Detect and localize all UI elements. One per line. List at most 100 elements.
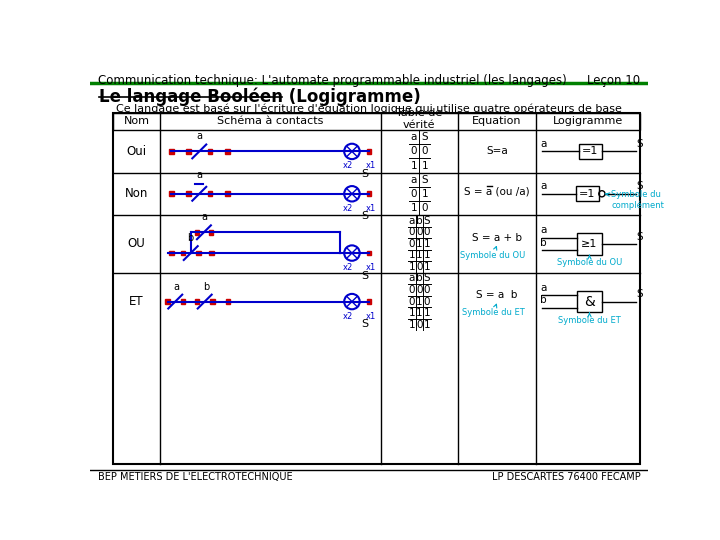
Text: 0: 0 xyxy=(421,203,428,213)
Text: 0: 0 xyxy=(424,227,431,237)
Text: 0: 0 xyxy=(416,285,423,295)
Text: S: S xyxy=(424,215,431,226)
Text: 1: 1 xyxy=(416,308,423,318)
Bar xyxy=(225,299,230,304)
Text: Ce langage est basé sur l'écriture d'équation logique qui utilise quatre opérate: Ce langage est basé sur l'écriture d'équ… xyxy=(116,103,622,114)
Text: Symbole du OU: Symbole du OU xyxy=(557,255,622,267)
Bar xyxy=(209,230,213,234)
Bar xyxy=(225,149,230,154)
Text: S: S xyxy=(421,174,428,185)
Bar xyxy=(186,149,191,154)
Bar xyxy=(194,230,199,234)
Text: Nom: Nom xyxy=(124,117,150,126)
Bar xyxy=(225,192,230,196)
Text: Symbole du ET: Symbole du ET xyxy=(558,313,621,325)
Text: Symbole du OU: Symbole du OU xyxy=(460,247,526,260)
Text: 0: 0 xyxy=(416,320,423,330)
Bar xyxy=(210,299,215,304)
Bar xyxy=(186,192,191,196)
Bar xyxy=(169,149,174,154)
Text: S: S xyxy=(424,273,431,284)
Text: =1: =1 xyxy=(582,146,598,157)
Text: a: a xyxy=(201,212,207,222)
Text: a: a xyxy=(540,225,546,235)
Text: S = a (ou /a): S = a (ou /a) xyxy=(464,186,530,197)
Text: 1: 1 xyxy=(421,189,428,199)
Text: a: a xyxy=(197,131,202,141)
Text: 0: 0 xyxy=(410,189,417,199)
Bar xyxy=(575,186,599,201)
Text: 1: 1 xyxy=(421,160,428,171)
Text: a: a xyxy=(411,174,417,185)
Text: b: b xyxy=(416,215,423,226)
Text: &: & xyxy=(584,295,595,308)
Text: S = a  b: S = a b xyxy=(476,291,518,300)
Text: S: S xyxy=(636,289,643,299)
Bar xyxy=(366,251,372,255)
Text: LP DESCARTES 76400 FECAMP: LP DESCARTES 76400 FECAMP xyxy=(492,472,640,482)
Text: S: S xyxy=(421,132,428,143)
Bar xyxy=(194,299,199,304)
Text: Table de
vérité: Table de vérité xyxy=(396,109,443,130)
Text: 0: 0 xyxy=(408,285,415,295)
Text: S: S xyxy=(361,212,368,221)
Text: Symbole du
complément: Symbole du complément xyxy=(606,190,664,210)
Text: Schéma à contacts: Schéma à contacts xyxy=(217,117,323,126)
Text: 1: 1 xyxy=(424,251,431,260)
Text: S=a: S=a xyxy=(486,146,508,157)
Bar xyxy=(196,251,201,255)
Bar xyxy=(208,149,212,154)
Text: a: a xyxy=(174,281,180,292)
Text: a: a xyxy=(411,132,417,143)
Text: b: b xyxy=(540,295,547,306)
Text: 1: 1 xyxy=(410,160,418,171)
Text: S: S xyxy=(361,271,368,281)
Text: 1: 1 xyxy=(424,239,431,249)
Text: b: b xyxy=(416,273,423,284)
Text: 1: 1 xyxy=(410,203,418,213)
Text: a: a xyxy=(540,283,546,293)
Text: S: S xyxy=(361,169,368,179)
Bar xyxy=(366,192,372,196)
Text: x1: x1 xyxy=(366,161,376,171)
Bar xyxy=(577,291,602,312)
Text: x1: x1 xyxy=(366,312,376,321)
Bar xyxy=(113,112,640,130)
Bar xyxy=(165,299,170,304)
Text: Logigramme: Logigramme xyxy=(553,117,623,126)
Text: a: a xyxy=(408,273,415,284)
Text: ≥1: ≥1 xyxy=(581,239,598,249)
Text: 1: 1 xyxy=(416,296,423,307)
Text: 1: 1 xyxy=(416,239,423,249)
Text: 0: 0 xyxy=(416,262,423,272)
Text: x2: x2 xyxy=(343,263,354,272)
Bar xyxy=(366,299,372,304)
Bar xyxy=(208,192,212,196)
Text: 1: 1 xyxy=(424,262,431,272)
Text: b: b xyxy=(540,238,547,248)
Text: a: a xyxy=(408,215,415,226)
Text: S: S xyxy=(361,319,368,329)
Text: OU: OU xyxy=(127,237,145,251)
Text: 1: 1 xyxy=(416,251,423,260)
Bar xyxy=(579,144,602,159)
Bar xyxy=(366,149,372,154)
Text: 1: 1 xyxy=(408,251,415,260)
Text: S = a + b: S = a + b xyxy=(472,233,522,242)
Text: a: a xyxy=(197,170,202,180)
Text: BEP METIERS DE L'ELECTROTECHNIQUE: BEP METIERS DE L'ELECTROTECHNIQUE xyxy=(98,472,292,482)
Bar xyxy=(181,251,185,255)
Bar xyxy=(169,251,174,255)
Text: b: b xyxy=(188,233,194,243)
Text: S: S xyxy=(636,181,643,192)
Text: S: S xyxy=(636,139,643,149)
Text: ET: ET xyxy=(129,295,144,308)
Text: 0: 0 xyxy=(408,239,415,249)
Text: 0: 0 xyxy=(408,296,415,307)
Text: 0: 0 xyxy=(424,296,431,307)
Text: x1: x1 xyxy=(366,204,376,213)
Text: x1: x1 xyxy=(366,263,376,272)
Text: x2: x2 xyxy=(343,161,354,171)
Text: Le langage Booléen (Logigramme): Le langage Booléen (Logigramme) xyxy=(99,88,421,106)
Text: b: b xyxy=(203,281,210,292)
